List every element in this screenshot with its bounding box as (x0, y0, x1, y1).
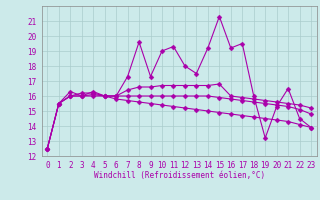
X-axis label: Windchill (Refroidissement éolien,°C): Windchill (Refroidissement éolien,°C) (94, 171, 265, 180)
